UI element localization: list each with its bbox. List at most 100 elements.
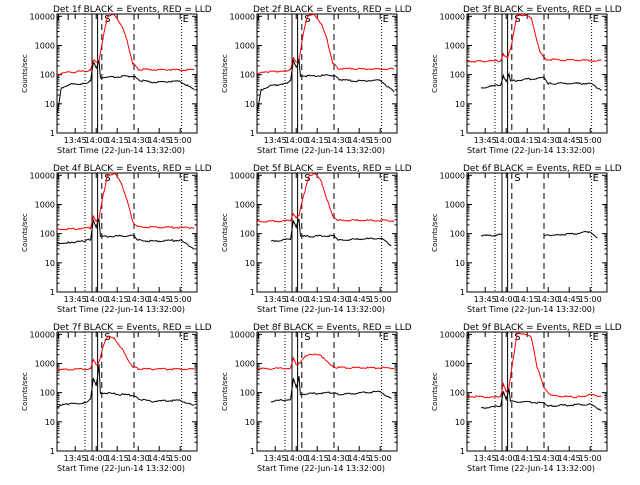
panel-det-7: Det 7f BLACK = Events, RED = LLD 1 10 100 10… xyxy=(21,323,212,473)
plot-frame xyxy=(256,331,398,452)
y-tick-label: 100 xyxy=(240,71,255,80)
y-axis-label: Counts/sec xyxy=(21,372,29,411)
x-tick-label: 14:30 xyxy=(327,295,350,304)
y-tick-label: 10 xyxy=(245,100,255,109)
x-tick-label: 14:00 xyxy=(495,454,518,463)
y-tick-label: 10000 xyxy=(230,12,255,21)
y-tick-label: 1000 xyxy=(35,200,55,209)
y-tick-label: 1 xyxy=(460,447,465,456)
marker-letter-S: S xyxy=(304,173,310,184)
marker-letter-E: E xyxy=(183,14,189,25)
plot-frame xyxy=(466,172,608,293)
x-tick-label: 14:45 xyxy=(558,136,581,145)
x-tick-label: 14:45 xyxy=(348,295,371,304)
x-tick-label: 14:45 xyxy=(148,136,171,145)
events-series-line xyxy=(56,363,195,408)
y-tick-label: 100 xyxy=(240,389,255,398)
x-tick-label: 13:45 xyxy=(64,295,87,304)
x-tick-label: 13:45 xyxy=(474,136,497,145)
x-axis-label: Start Time (22-Jun-14 13:32:00) xyxy=(467,146,595,155)
marker-letter-S: S xyxy=(514,332,520,343)
lld-series-line xyxy=(56,172,195,231)
y-tick-label: 10000 xyxy=(230,330,255,339)
x-tick-label: 14:30 xyxy=(327,136,350,145)
marker-letter-S: S xyxy=(104,173,110,184)
x-axis-label: Start Time (22-Jun-14 13:32:00) xyxy=(257,305,385,314)
marker-letter-S: S xyxy=(514,173,520,184)
y-tick-label: 1 xyxy=(460,288,465,297)
x-tick-label: 14:00 xyxy=(495,295,518,304)
panel-det-3: Det 3f BLACK = Events, RED = LLD 1 10 100 10… xyxy=(431,5,622,155)
x-tick-label: 13:45 xyxy=(474,295,497,304)
panel-det-9: Det 9f BLACK = Events, RED = LLD 1 10 100 10… xyxy=(431,323,622,473)
plot-frame xyxy=(256,172,398,293)
x-tick-label: 14:00 xyxy=(85,454,108,463)
y-tick-label: 100 xyxy=(450,71,465,80)
y-tick-label: 100 xyxy=(240,230,255,239)
x-tick-label: 14:30 xyxy=(127,295,150,304)
x-axis-label: Start Time (22-Jun-14 13:32:00) xyxy=(467,305,595,314)
x-tick-label: 14:00 xyxy=(285,295,308,304)
panel-det-6: Det 6f BLACK = Events, RED = LLD 1 10 100 10… xyxy=(431,164,622,314)
x-axis-label: Start Time (22-Jun-14 13:32:00) xyxy=(57,146,185,155)
marker-letter-E: E xyxy=(183,173,189,184)
x-tick-label: 14:30 xyxy=(127,136,150,145)
marker-letter-E: E xyxy=(593,14,599,25)
x-tick-label: 14:15 xyxy=(516,454,539,463)
marker-letter-S: S xyxy=(304,332,310,343)
y-tick-label: 10000 xyxy=(440,330,465,339)
x-tick-label: 14:45 xyxy=(558,454,581,463)
x-tick-label: 14:00 xyxy=(285,136,308,145)
panel-title: Det 1f BLACK = Events, RED = LLD xyxy=(53,5,212,15)
y-tick-label: 100 xyxy=(40,230,55,239)
y-tick-label: 1000 xyxy=(235,200,255,209)
y-tick-label: 10 xyxy=(455,100,465,109)
marker-letter-E: E xyxy=(383,14,389,25)
events-series-line xyxy=(480,388,602,411)
plot-frame xyxy=(466,331,608,452)
x-tick-label: 14:15 xyxy=(306,295,329,304)
panel-title: Det 6f BLACK = Events, RED = LLD xyxy=(463,164,622,174)
events-series-line xyxy=(56,218,195,250)
x-tick-label: 14:00 xyxy=(85,295,108,304)
y-tick-label: 10 xyxy=(455,418,465,427)
x-tick-label: 15:00 xyxy=(169,136,192,145)
plot-frame xyxy=(56,13,198,134)
x-tick-label: 14:30 xyxy=(327,454,350,463)
x-tick-label: 14:45 xyxy=(148,454,171,463)
x-tick-label: 14:45 xyxy=(148,295,171,304)
x-tick-label: 15:00 xyxy=(579,454,602,463)
y-axis-label: Counts/sec xyxy=(431,213,439,252)
marker-letter-E: E xyxy=(383,173,389,184)
events-series-line xyxy=(256,58,395,113)
x-tick-label: 15:00 xyxy=(169,454,192,463)
lld-series-line xyxy=(256,353,395,370)
y-tick-label: 10000 xyxy=(440,171,465,180)
lld-series-line xyxy=(256,172,395,223)
x-tick-label: 15:00 xyxy=(369,136,392,145)
x-tick-label: 14:15 xyxy=(306,136,329,145)
x-tick-label: 14:15 xyxy=(306,454,329,463)
events-series-line xyxy=(270,375,392,403)
events-series-line xyxy=(480,230,598,239)
panel-title: Det 9f BLACK = Events, RED = LLD xyxy=(463,323,622,333)
y-tick-label: 10 xyxy=(455,259,465,268)
y-tick-label: 100 xyxy=(40,71,55,80)
x-tick-label: 13:45 xyxy=(264,136,287,145)
marker-letter-E: E xyxy=(183,332,189,343)
x-tick-label: 14:45 xyxy=(558,295,581,304)
y-axis-label: Counts/sec xyxy=(21,54,29,93)
lld-series-line xyxy=(56,335,195,372)
x-tick-label: 14:30 xyxy=(537,454,560,463)
lld-series-line xyxy=(56,14,195,77)
marker-letter-S: S xyxy=(304,14,310,25)
y-tick-label: 10000 xyxy=(30,171,55,180)
y-tick-label: 1000 xyxy=(235,41,255,50)
x-tick-label: 15:00 xyxy=(169,295,192,304)
x-tick-label: 13:45 xyxy=(64,136,87,145)
y-tick-label: 10 xyxy=(45,259,55,268)
y-tick-label: 1000 xyxy=(35,41,55,50)
panel-title: Det 3f BLACK = Events, RED = LLD xyxy=(463,5,622,15)
panel-title: Det 2f BLACK = Events, RED = LLD xyxy=(253,5,412,15)
